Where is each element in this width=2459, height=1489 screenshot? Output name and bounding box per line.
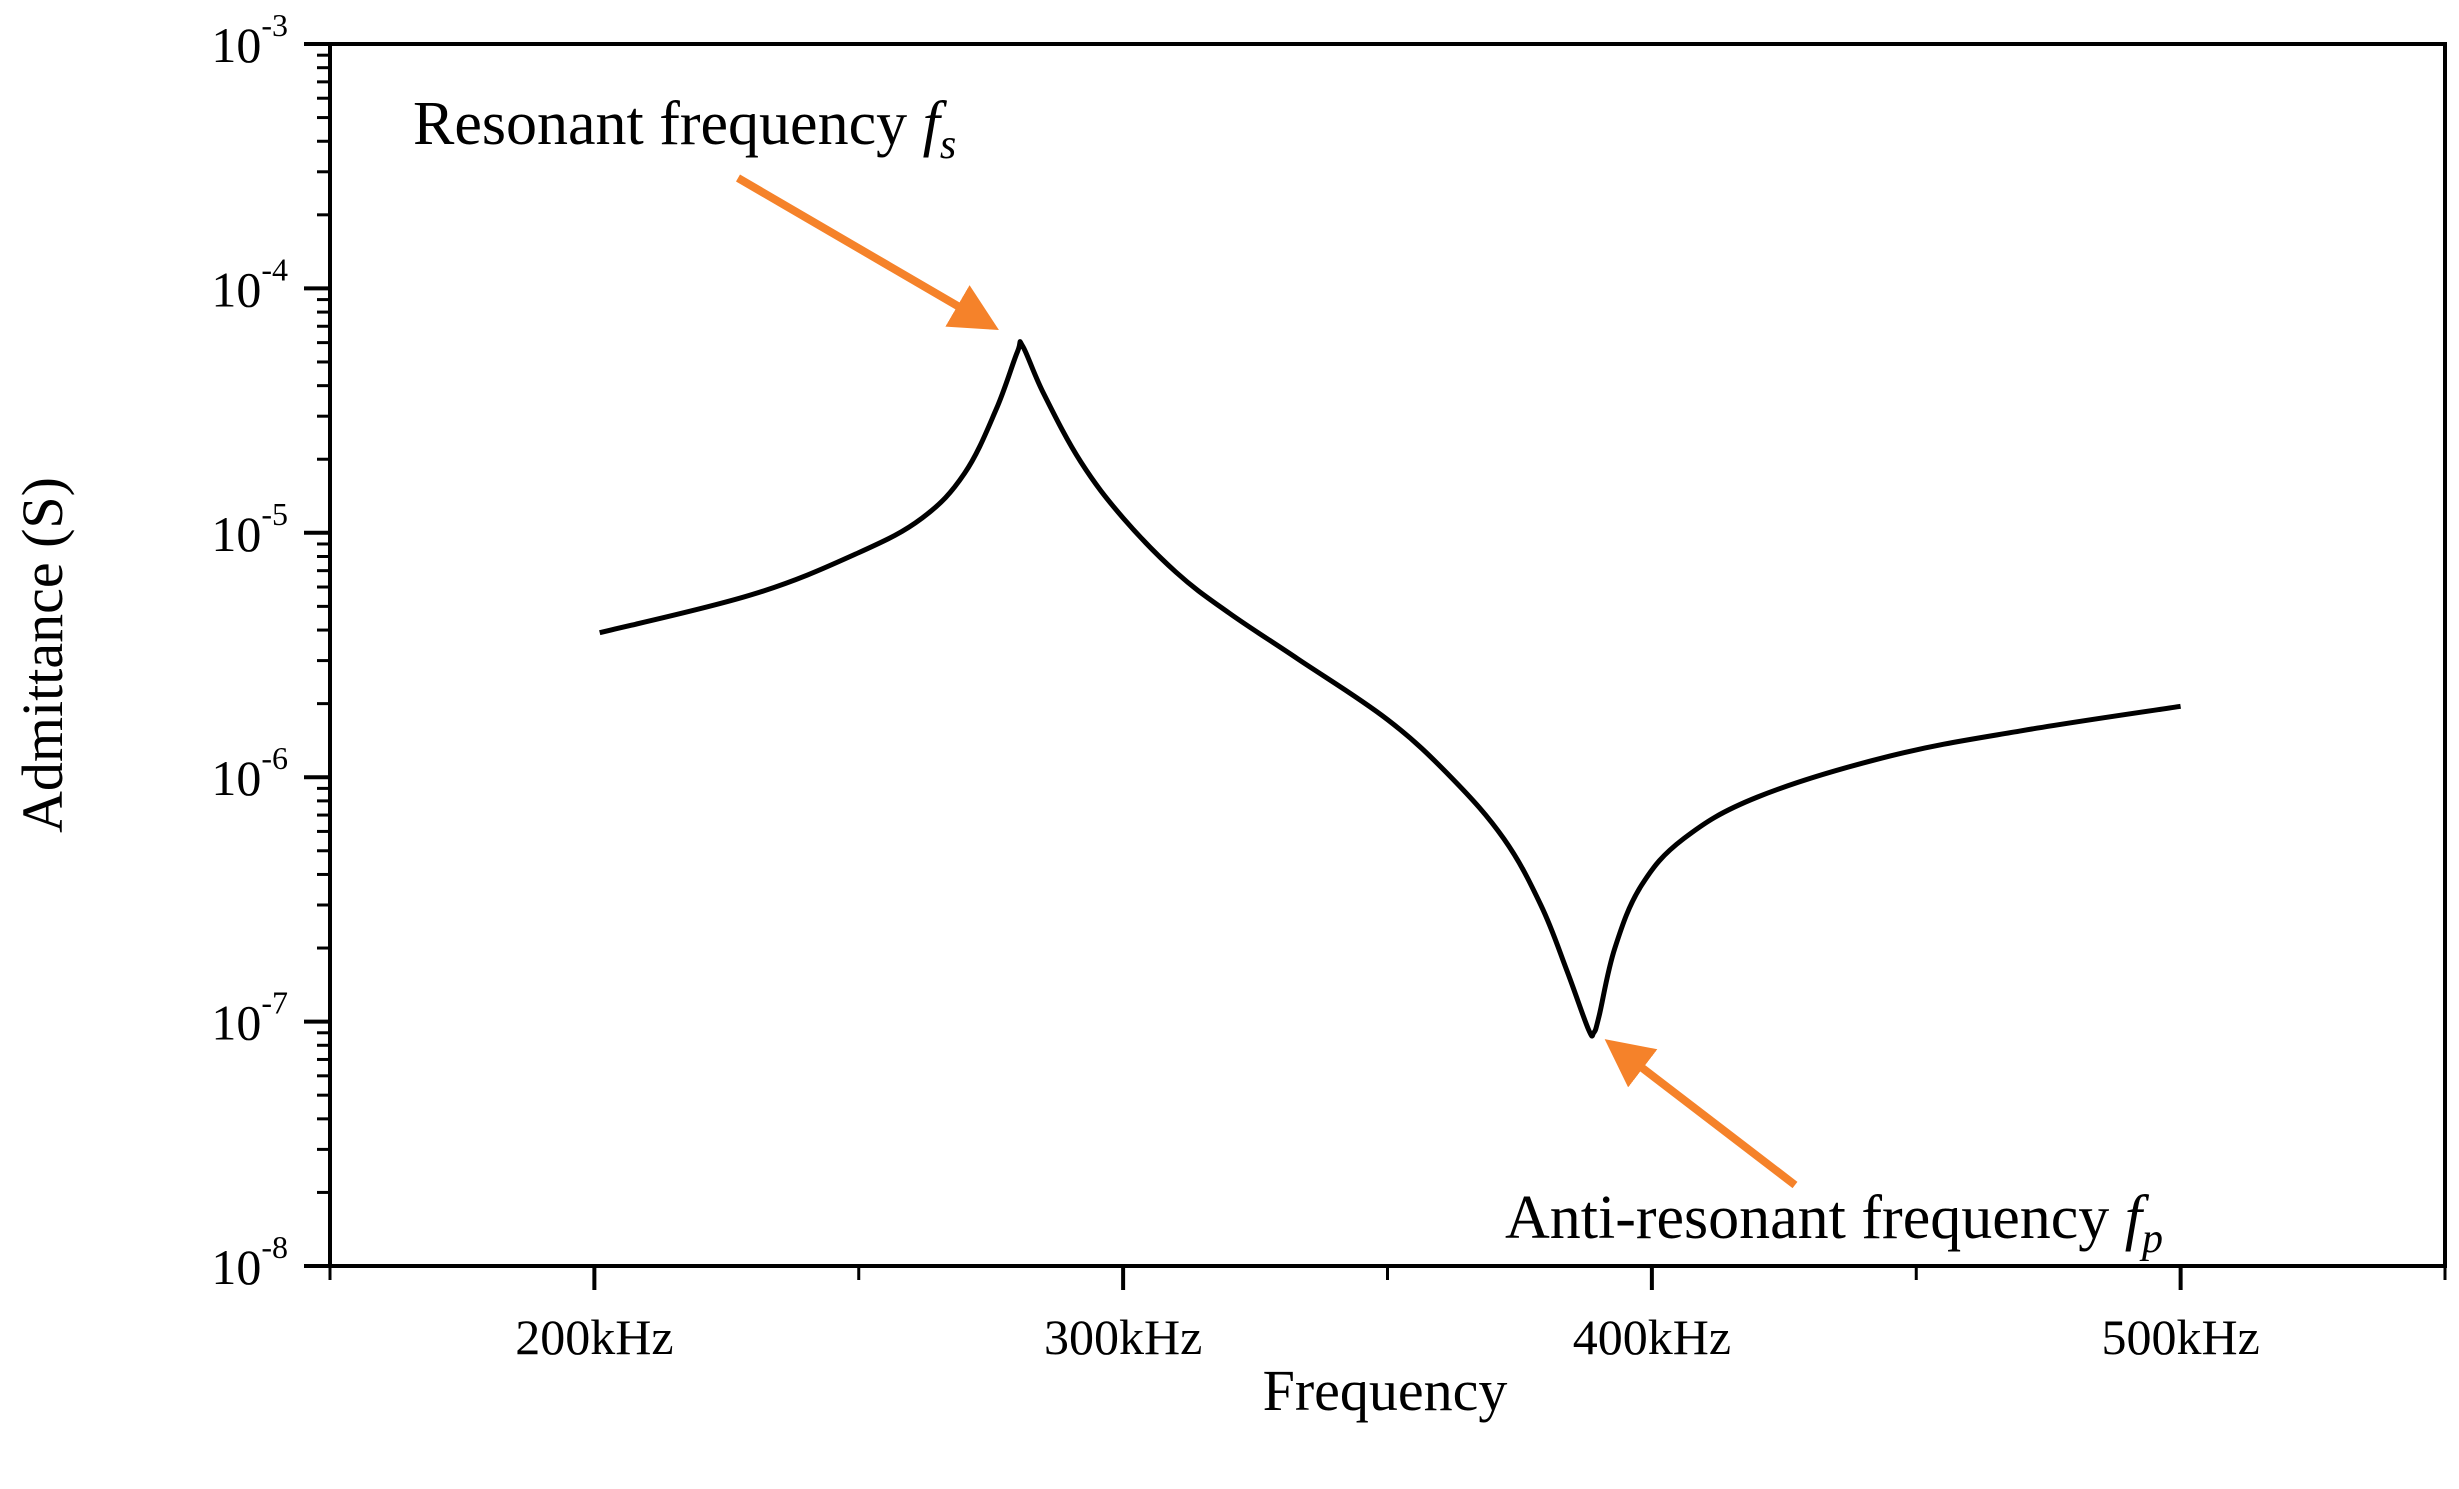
anti-resonant-annotation: Anti-resonant frequency fp	[1505, 1184, 2163, 1262]
resonant-annotation-text: Resonant frequency	[413, 90, 923, 158]
resonant-arrow	[735, 174, 999, 331]
y-axis-tick-labels: 10-8 10-7 10-6 10-5 10-4 10-3	[211, 7, 288, 1295]
x-axis-title: Frequency	[1263, 1358, 1508, 1423]
admittance-curve	[599, 339, 2181, 1039]
y-tick-label: 10-6	[211, 740, 288, 806]
y-tick-label: 10-3	[211, 7, 288, 73]
x-axis-tick-labels: 200kHz 300kHz 400kHz 500kHz	[515, 1309, 2260, 1365]
anti-resonant-annotation-subscript: p	[2139, 1216, 2163, 1262]
resonant-annotation: Resonant frequency fs	[413, 90, 956, 168]
y-tick-label: 10-8	[211, 1229, 288, 1295]
x-tick-label: 400kHz	[1573, 1309, 1731, 1365]
y-axis-ticks	[304, 42, 330, 1268]
y-tick-label: 10-5	[211, 496, 288, 562]
y-tick-label: 10-4	[211, 251, 288, 317]
y-tick-label: 10-7	[211, 985, 288, 1051]
x-tick-label: 300kHz	[1044, 1309, 1202, 1365]
plot-frame	[328, 42, 2447, 1268]
anti-resonant-annotation-text: Anti-resonant frequency	[1505, 1184, 2125, 1252]
anti-resonant-arrow	[1604, 1039, 1798, 1189]
x-tick-label: 200kHz	[515, 1309, 673, 1365]
x-axis-ticks	[328, 1266, 2447, 1290]
resonant-annotation-subscript: s	[940, 122, 956, 168]
y-axis-title: Admittance (S)	[10, 477, 75, 833]
x-tick-label: 500kHz	[2101, 1309, 2259, 1365]
